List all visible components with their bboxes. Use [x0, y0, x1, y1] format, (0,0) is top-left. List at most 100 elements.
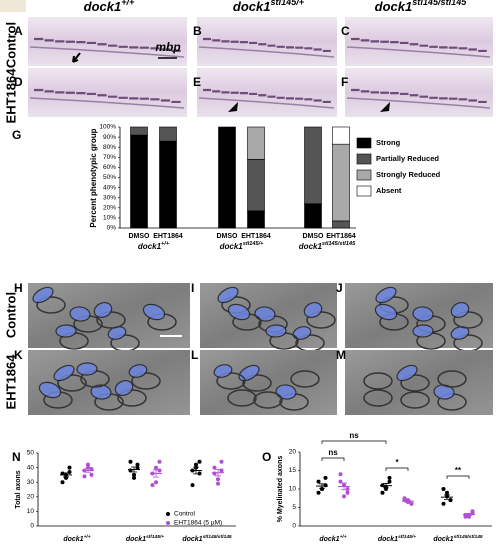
myelin-stain [351, 88, 487, 104]
y-tick-label: 10 [27, 508, 35, 515]
allele: +/+ [121, 0, 135, 7]
y-tick-label: 0 [292, 523, 296, 530]
y-tick-label: 10 [289, 486, 297, 493]
data-point [135, 465, 140, 470]
data-point [387, 479, 392, 484]
axon-highlight [412, 306, 434, 322]
allele: stl145/stl145 [203, 534, 232, 540]
data-point [67, 465, 72, 470]
allele: stl145/+ [243, 241, 264, 247]
panel-letter: F [341, 75, 348, 89]
bar-segment [218, 126, 236, 229]
data-point [89, 472, 94, 477]
axon-highlight [227, 303, 251, 321]
arrowhead [228, 102, 238, 112]
axon-highlight [213, 364, 233, 378]
myelin-stain [198, 46, 335, 58]
panel-letter: D [14, 75, 23, 89]
data-point [445, 490, 449, 495]
data-point [316, 479, 321, 484]
cell-outline [363, 389, 393, 407]
error-bar [466, 513, 472, 516]
axon-highlight [55, 324, 77, 338]
y-tick-label: 30% [103, 194, 116, 201]
data-point [154, 480, 158, 485]
y-tick-label: 100% [99, 124, 116, 131]
panel-letter: B [193, 24, 202, 38]
y-tick-label: 40% [103, 184, 116, 191]
significance-bracket [321, 457, 345, 461]
data-point [197, 471, 202, 476]
em-image [28, 350, 190, 415]
data-point [345, 487, 350, 491]
data-point [219, 459, 224, 464]
data-point [197, 459, 202, 464]
myelin-stain [34, 88, 181, 104]
x-tick-label: EHT1864 [241, 233, 271, 240]
legend-swatch [356, 185, 372, 197]
data-point [60, 480, 65, 485]
allele: stl145/stl145 [322, 241, 356, 247]
y-tick-label: 30 [27, 479, 35, 486]
gene: dock1 [220, 242, 244, 251]
gene: dock1 [126, 536, 146, 543]
legend-label: Strong [376, 138, 401, 147]
error-bar [193, 466, 199, 475]
y-tick-label: 5 [292, 504, 296, 511]
gene: dock1 [233, 0, 271, 14]
panel-letter: O [262, 450, 271, 464]
y-tick-label: 20 [27, 494, 35, 501]
data-point [342, 494, 346, 499]
x-tick-label: EHT1864 [326, 233, 356, 240]
bar-segment [332, 126, 350, 145]
embryo-thumbnail [0, 0, 26, 12]
error-bar [85, 468, 91, 473]
allele: stl145/+ [146, 534, 164, 540]
allele: stl145/stl145 [412, 0, 467, 7]
legend-label: Strongly Reduced [376, 170, 441, 179]
axon-highlight [53, 364, 75, 382]
legend-label: Control [174, 511, 196, 518]
y-tick-label: 15 [289, 467, 297, 474]
bar-segment [332, 143, 350, 222]
bar-segment [247, 210, 265, 229]
y-tick-label: 90% [103, 134, 116, 141]
cell-outline [242, 374, 272, 392]
x-tick-label: DMSO [217, 233, 239, 240]
myelin-stain [198, 97, 335, 109]
allele: stl145/+ [398, 534, 416, 540]
panel-letter: J [336, 281, 343, 295]
cell-outline [400, 391, 430, 409]
data-point [470, 509, 475, 514]
legend-label: Partially Reduced [376, 154, 439, 163]
significance-label: * [395, 458, 399, 467]
x-tick-label: DMSO [129, 233, 151, 240]
significance-label: ns [349, 431, 359, 440]
data-point [441, 487, 446, 491]
data-point [387, 475, 392, 480]
y-tick-label: 60% [103, 164, 116, 171]
cell-outline [400, 374, 430, 392]
y-tick-label: 20 [289, 449, 297, 456]
allele: +/+ [340, 534, 347, 540]
bar-segment [130, 126, 148, 136]
data-point [86, 462, 90, 467]
group-label: dock1+/+ [319, 534, 346, 543]
error-bar [131, 466, 137, 473]
axes [37, 453, 236, 527]
y-tick-label: 70% [103, 154, 116, 161]
bar-segment [247, 126, 265, 160]
panel-letter: M [336, 348, 346, 362]
axon-highlight [238, 364, 260, 382]
group-label: dock1stl145/stl145 [299, 241, 356, 251]
error-bar [383, 483, 389, 489]
axon-highlight [76, 362, 98, 376]
axon-highlight [396, 364, 418, 382]
data-point [154, 465, 158, 470]
allele: stl145/+ [270, 0, 304, 7]
axon-highlight [374, 303, 398, 321]
gene: dock1 [375, 0, 413, 14]
data-point [157, 459, 162, 464]
axon-highlight [450, 302, 470, 318]
